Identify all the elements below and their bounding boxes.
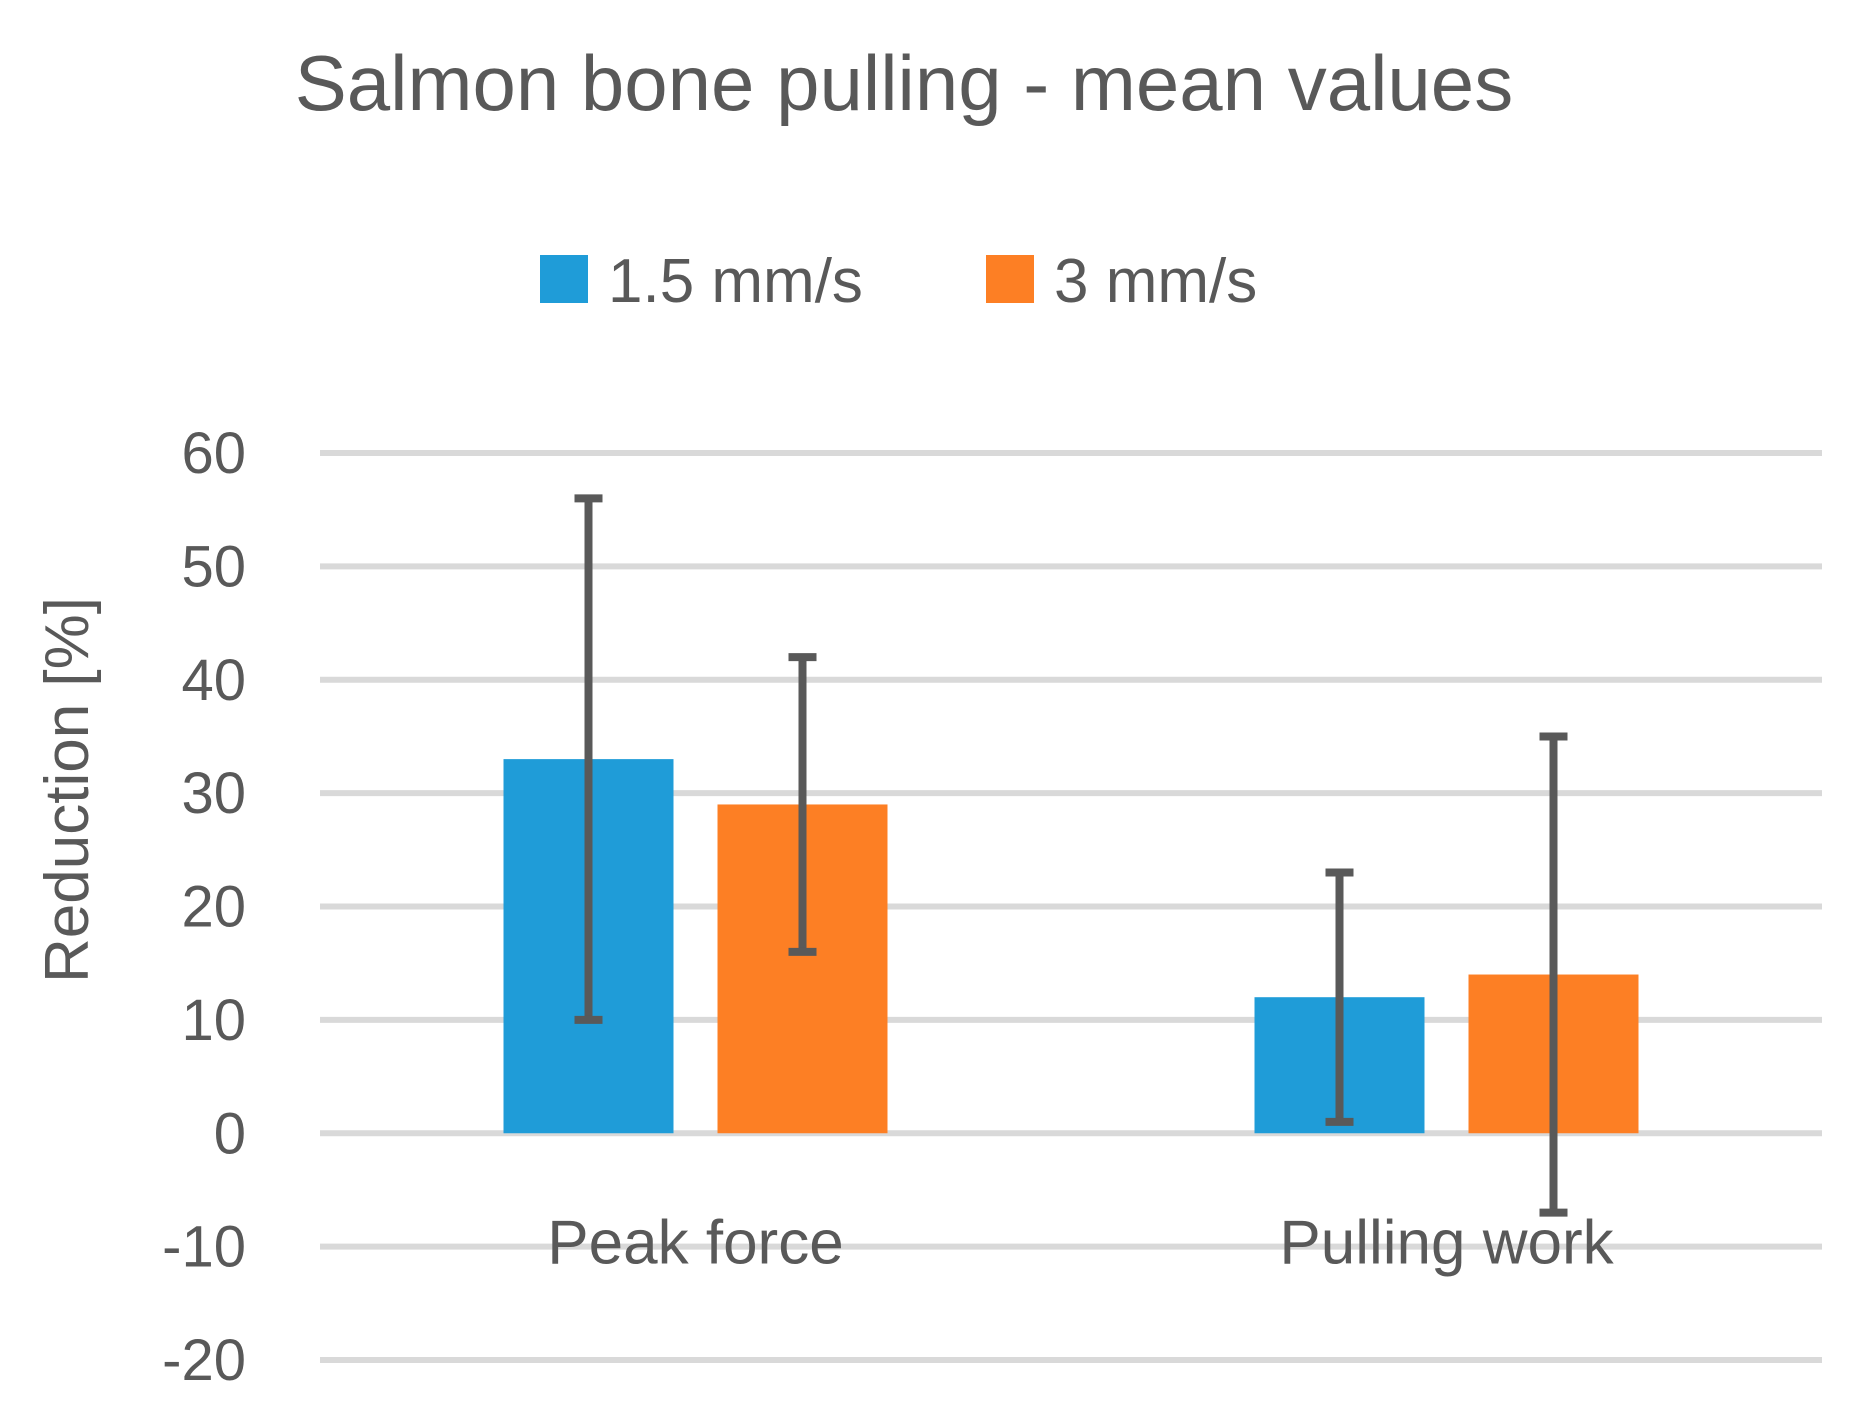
category-labels: Peak force Pulling work <box>547 1208 1614 1277</box>
y-tick-label: -20 <box>162 1328 246 1393</box>
y-tick-label: 60 <box>181 421 246 486</box>
y-axis-ticks: 60 50 40 30 20 10 0 -10 -20 <box>162 421 246 1393</box>
legend-label-2: 3 mm/s <box>1054 247 1257 316</box>
legend: 1.5 mm/s 3 mm/s <box>540 247 1257 316</box>
y-tick-label: 20 <box>181 875 246 940</box>
legend-label-1: 1.5 mm/s <box>608 247 863 316</box>
y-tick-label: 40 <box>181 648 246 713</box>
category-label: Peak force <box>547 1208 843 1277</box>
legend-swatch-2 <box>986 255 1034 303</box>
y-tick-label: 30 <box>181 761 246 826</box>
y-axis-label: Reduction [%] <box>33 597 102 983</box>
y-tick-label: 10 <box>181 988 246 1053</box>
y-tick-label: 50 <box>181 534 246 599</box>
category-label: Pulling work <box>1279 1208 1614 1277</box>
chart-title: Salmon bone pulling - mean values <box>295 39 1513 127</box>
legend-swatch-1 <box>540 255 588 303</box>
y-tick-label: -10 <box>162 1215 246 1280</box>
y-tick-label: 0 <box>214 1101 246 1166</box>
error-bars <box>574 494 1568 1217</box>
